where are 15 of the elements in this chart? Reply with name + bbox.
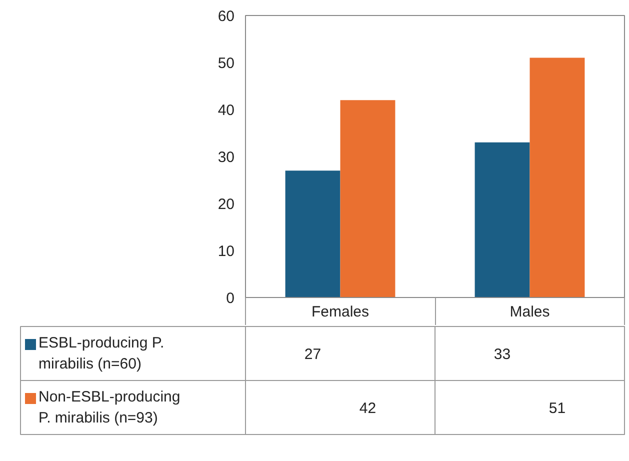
y-tick-label: 40 — [218, 102, 235, 119]
data-label: 27 — [304, 346, 322, 363]
x-tick-label: Females — [311, 304, 370, 320]
y-tick-label: 60 — [218, 8, 235, 25]
y-tick-label: 20 — [218, 196, 235, 213]
y-tick-label: 10 — [218, 243, 235, 260]
y-tick-label: 30 — [218, 149, 235, 166]
data-label: 33 — [494, 346, 511, 363]
legend-label: ESBL-producing P. mirabilis (n=60) — [38, 334, 164, 373]
data-label: 51 — [548, 400, 566, 417]
y-tick-label: 0 — [226, 290, 234, 307]
data-label: 42 — [359, 400, 376, 417]
legend-label: Non-ESBL-producing P. mirabilis (n=93) — [38, 388, 180, 427]
x-tick-label: Males — [510, 304, 550, 320]
y-tick-label: 50 — [218, 55, 235, 72]
